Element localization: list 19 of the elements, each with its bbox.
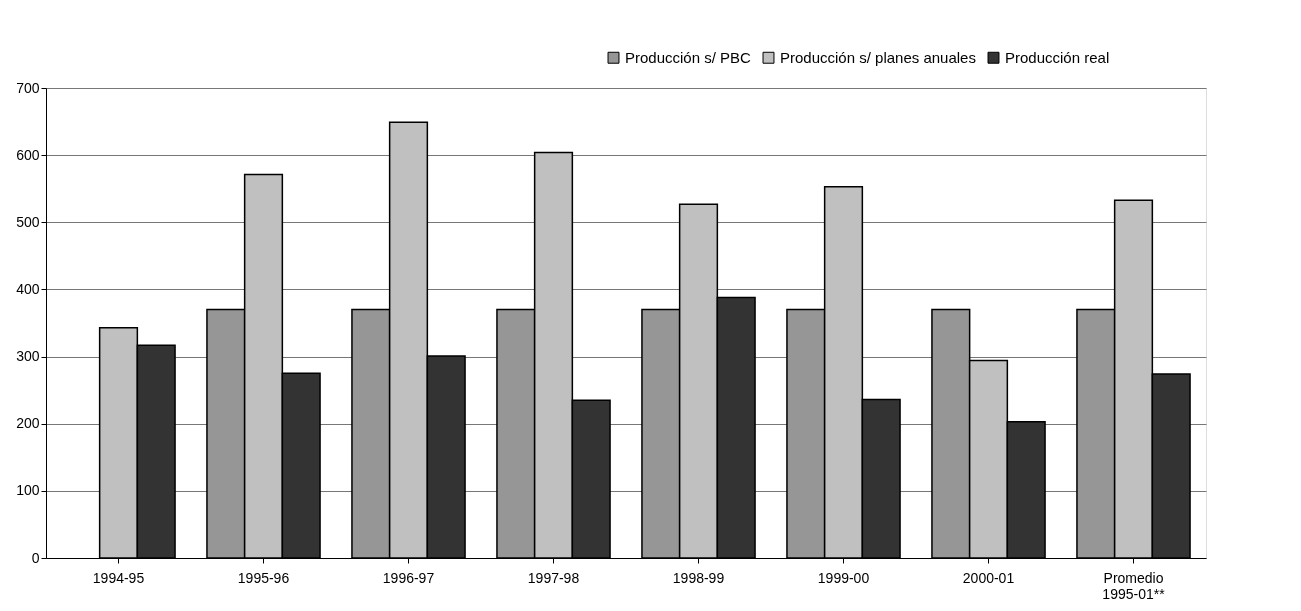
x-tick-label: 1997-98 <box>527 569 580 586</box>
y-tick-label: 600 <box>16 146 40 163</box>
x-tick-label: 1996-97 <box>382 569 435 586</box>
x-tick-label: 1994-95 <box>92 569 145 586</box>
y-tick-label: 100 <box>16 482 40 499</box>
legend-label: Producción real <box>1005 48 1110 66</box>
x-tick-label: 2000-01 <box>962 569 1015 586</box>
y-tick-label: 700 <box>16 79 40 96</box>
x-tick-label: Promedio 1995-01** <box>1102 569 1166 602</box>
x-tick-label: 1999-00 <box>817 569 870 586</box>
legend-label: Producción s/ PBC <box>625 48 752 66</box>
y-tick-label: 400 <box>16 280 40 297</box>
y-tick-label: 200 <box>16 415 40 432</box>
legend-label: Producción s/ planes anuales <box>780 48 976 66</box>
y-tick-label: 500 <box>16 213 40 230</box>
x-tick-label: 1998-99 <box>672 569 725 586</box>
y-tick-label: 0 <box>31 549 40 566</box>
x-tick-label: 1995-96 <box>237 569 290 586</box>
y-tick-label: 300 <box>16 348 40 365</box>
